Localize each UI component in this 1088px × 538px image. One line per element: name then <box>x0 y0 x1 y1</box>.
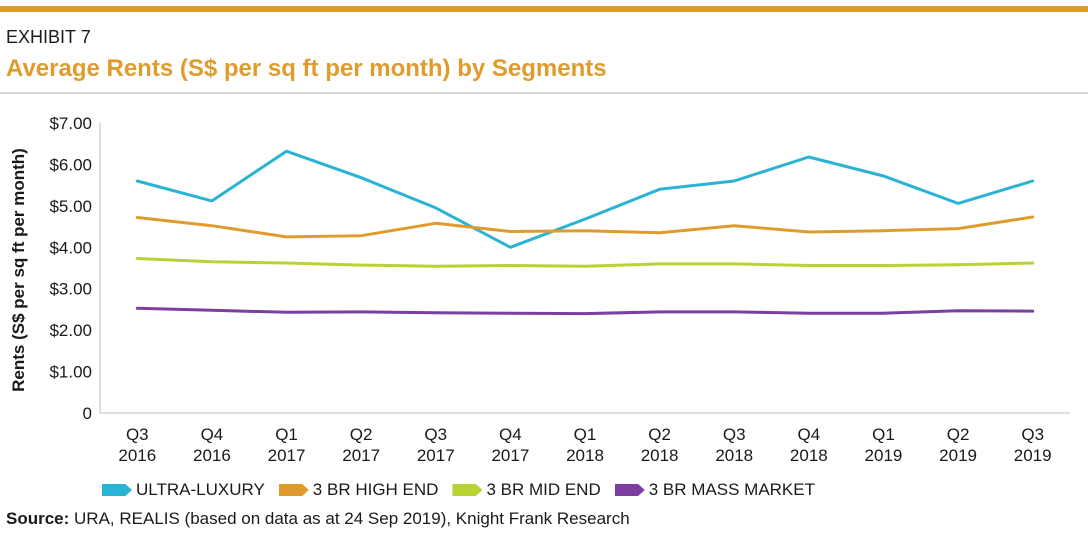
y-tick-label: $2.00 <box>49 321 92 340</box>
x-tick-label: Q4 2018 <box>790 425 828 465</box>
x-tick-label: Q2 2018 <box>641 425 679 465</box>
y-axis-label: Rents (S$ per sq ft per month) <box>9 148 28 392</box>
x-tick-labels: Q3 2016 Q4 2016 Q1 2017 Q2 2017 Q3 2017 Q4 2017 Q1 20… <box>118 425 1051 465</box>
x-tick-label: Q3 2016 <box>118 425 156 465</box>
x-tick-label: Q1 2017 <box>268 425 306 465</box>
series-line-3-br-mass-market <box>135 306 1035 316</box>
legend-label: 3 BR MASS MARKET <box>648 480 815 499</box>
title-divider <box>0 92 1088 94</box>
legend-swatch <box>614 484 645 496</box>
source-label: Source: <box>6 509 70 528</box>
series-lines <box>135 149 1035 316</box>
x-tick-label: Q3 2018 <box>715 425 753 465</box>
legend-swatch <box>452 484 483 496</box>
x-tick-label: Q1 2019 <box>865 425 903 465</box>
x-tick-label: Q4 2016 <box>193 425 231 465</box>
chart-axes <box>99 123 1070 414</box>
y-tick-labels: 0 $1.00 $2.00 $3.00 $4.00 $5.00 $6.00 $7.00 <box>49 114 92 423</box>
legend-item-3-br-mass-market: 3 BR MASS MARKET <box>614 480 815 500</box>
legend-swatch <box>278 484 309 496</box>
y-tick-label: $5.00 <box>49 197 92 216</box>
x-tick-label: Q3 2019 <box>1014 425 1052 465</box>
top-accent-bar <box>0 6 1088 12</box>
series-line-ultra-luxury <box>135 149 1035 249</box>
series-line-3-br-mid-end <box>135 257 1035 268</box>
exhibit-label: EXHIBIT 7 <box>6 27 91 47</box>
legend-item-ultra-luxury: ULTRA-LUXURY <box>102 480 265 500</box>
legend-label: 3 BR HIGH END <box>312 480 439 499</box>
x-tick-label: Q3 2017 <box>417 425 455 465</box>
legend-item-3-br-high-end: 3 BR HIGH END <box>278 480 439 500</box>
y-tick-label: $6.00 <box>49 155 92 174</box>
legend-label: 3 BR MID END <box>486 480 601 499</box>
y-tick-label: 0 <box>83 404 92 423</box>
chart-legend: ULTRA-LUXURY 3 BR HIGH END 3 BR MID END 3 B… <box>102 480 829 500</box>
y-tick-label: $4.00 <box>49 238 92 257</box>
x-tick-label: Q4 2017 <box>491 425 529 465</box>
x-tick-label: Q2 2017 <box>342 425 380 465</box>
legend-swatch <box>102 484 132 496</box>
x-tick-label: Q1 2018 <box>566 425 604 465</box>
y-tick-label: $7.00 <box>49 114 92 133</box>
source-note: Source: URA, REALIS (based on data as at… <box>6 509 630 529</box>
series-line-3-br-high-end <box>135 215 1035 239</box>
legend-item-3-br-mid-end: 3 BR MID END <box>452 480 601 500</box>
source-text: URA, REALIS (based on data as at 24 Sep … <box>69 509 630 528</box>
x-tick-label: Q2 2019 <box>939 425 977 465</box>
legend-label: ULTRA-LUXURY <box>136 480 265 499</box>
y-tick-label: $3.00 <box>49 280 92 299</box>
chart-title: Average Rents (S$ per sq ft per month) b… <box>6 55 607 82</box>
y-tick-label: $1.00 <box>49 363 92 382</box>
